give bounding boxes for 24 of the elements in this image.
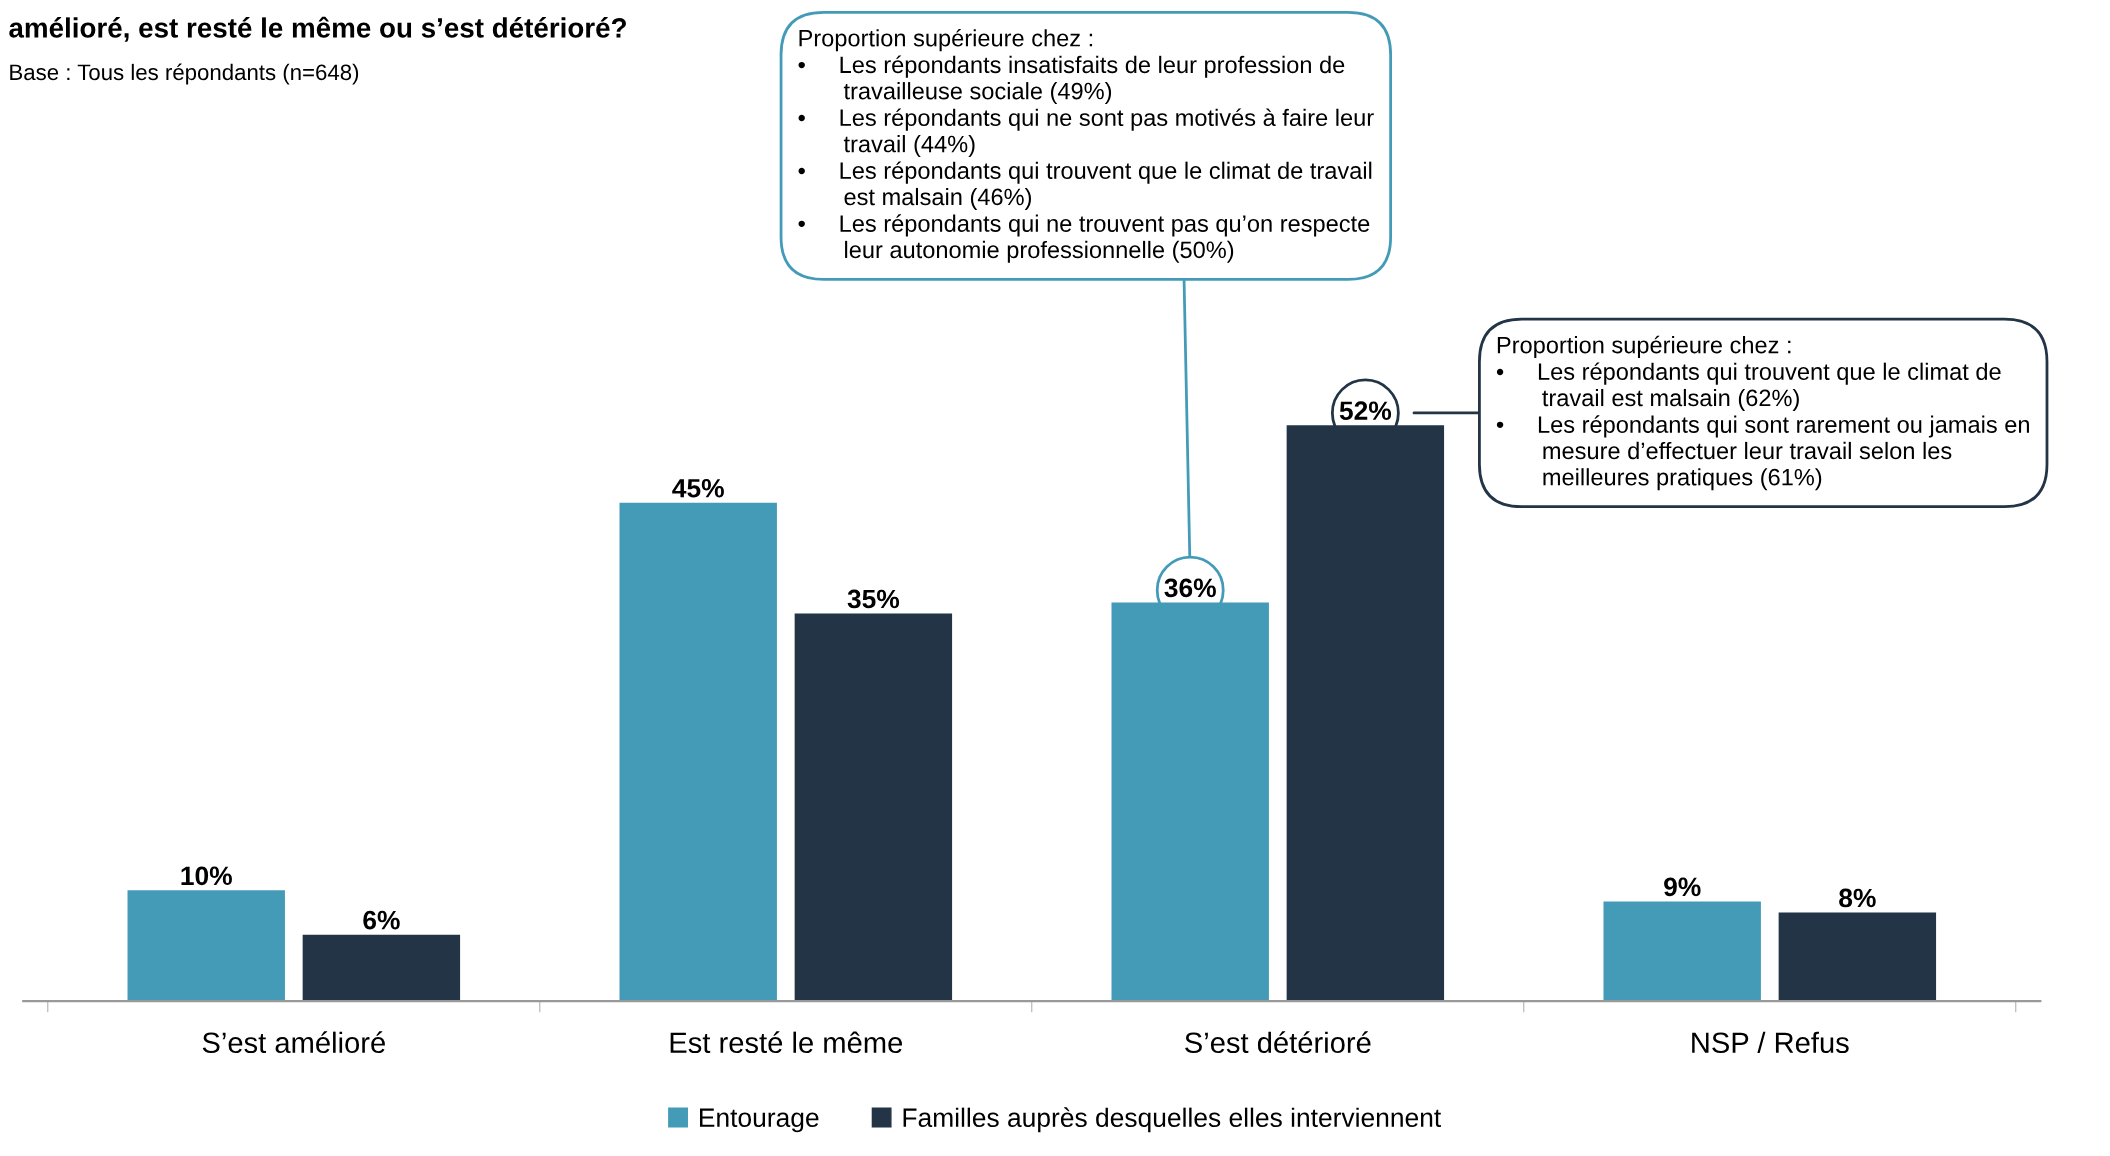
- data-label: 35%: [847, 589, 900, 609]
- bar: [127, 890, 285, 1002]
- data-label: 52%: [1339, 401, 1392, 421]
- data-label: 8%: [1839, 888, 1876, 908]
- chart-title: amélioré, est resté le même ou s’est détérioré?: [9, 16, 626, 42]
- data-label: 9%: [1664, 877, 1701, 897]
- legend-label: Familles auprès desquelles elles interviennent: [903, 1107, 1442, 1133]
- data-label: 10%: [181, 866, 232, 886]
- data-label: 45%: [672, 478, 724, 498]
- annotation: Proportion supérieure chez : • Les répondants qui trouvent que le climat de travail est malsain (62%) • Les répondants qui sont rarement ou jamais en mesure d’effectuer leur travail selon les meilleures pratiques (61%): [1496, 335, 2029, 491]
- x-tick-label: S’est amélioré: [202, 1031, 385, 1054]
- x-tick-label: Est resté le même: [670, 1031, 903, 1054]
- chart-subtitle: Base : Tous les répondants (n=648): [10, 63, 359, 85]
- data-label: 6%: [363, 910, 400, 930]
- text: Proportion supérieure chez : • Les répondants insatisfaits de leur profession de travailleuse sociale (49%) • Les répondants qui ne sont pas motivés à faire leur travail (44%) • Les répondants qui trouvent que le climat de travail est malsain (46%) • Les répondants qui ne trouvent pas qu’on respecte leur autonomie professionnelle (50%): [798, 28, 1374, 263]
- x-tick-label: S’est détérioré: [1185, 1031, 1371, 1054]
- bar: [302, 934, 461, 1002]
- bar: [619, 502, 777, 1002]
- bar: [1603, 901, 1761, 1002]
- x-tick-label: NSP / Refus: [1692, 1031, 1849, 1054]
- bar: [794, 613, 953, 1002]
- bar: [1778, 912, 1937, 1002]
- data-label: 36%: [1164, 578, 1216, 598]
- legend-label: Entourage: [700, 1108, 819, 1133]
